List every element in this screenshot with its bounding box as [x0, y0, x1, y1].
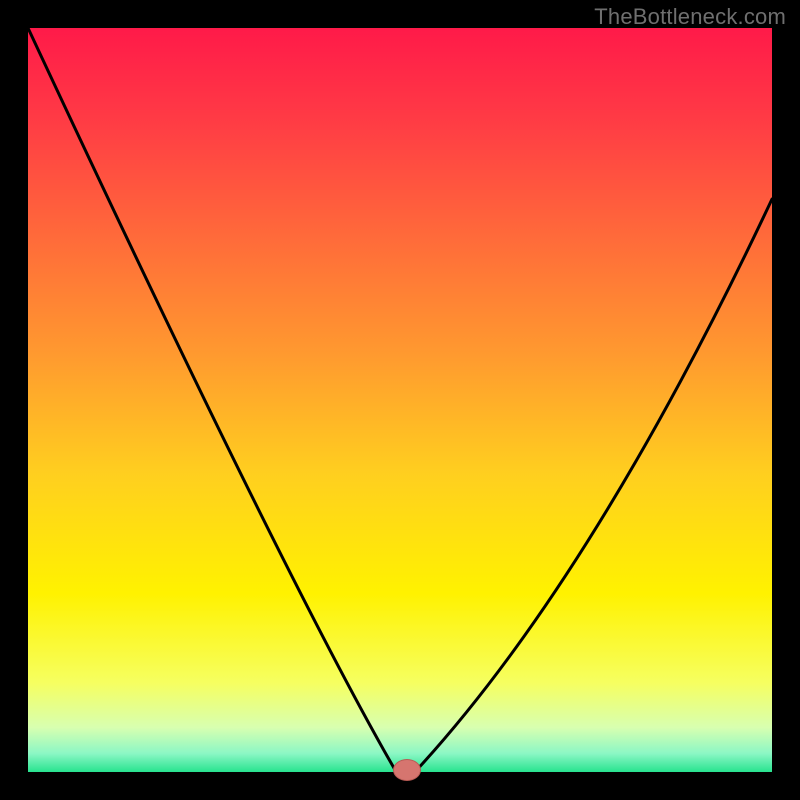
minimum-marker [393, 759, 421, 781]
watermark-text: TheBottleneck.com [594, 4, 786, 30]
plot-area [28, 28, 772, 772]
bottleneck-curve [28, 28, 772, 772]
chart-container: TheBottleneck.com [0, 0, 800, 800]
